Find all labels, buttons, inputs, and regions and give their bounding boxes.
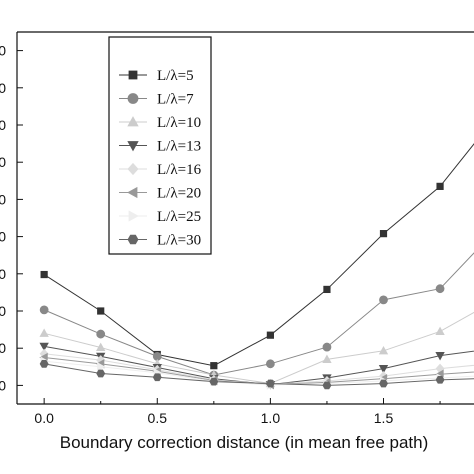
data-point [96,342,106,352]
legend-label: L/λ=13 [157,139,201,155]
data-point [97,307,105,315]
legend-marker [127,141,139,152]
data-point [40,270,48,279]
legend-marker [127,116,139,127]
y-axis-ticks: 0 0 0 0 0 0 0 0 0 0 [0,43,23,393]
y-tick-label: 0 [0,154,6,170]
legend-marker [127,162,139,176]
data-point [39,305,49,315]
data-point [378,345,389,355]
data-point [379,379,388,388]
data-point [322,342,332,352]
legend-label: L/λ=16 [157,162,202,178]
legend: L/λ=5 L/λ=7 L/λ=10 L/λ=13 L/λ=16 L/λ=20 L/λ=25… [108,36,212,255]
legend-marker [127,93,139,104]
data-point [265,379,275,388]
series-line-4 [44,345,474,386]
data-point [39,342,49,352]
data-point [435,326,445,336]
data-point [265,359,275,369]
legend-label: L/λ=30 [157,233,201,249]
y-tick-label: 0 [0,43,6,59]
data-point [97,362,106,372]
data-point [378,365,389,374]
x-tick-label: 0.5 [148,410,168,426]
data-point [96,369,106,378]
legend-marker [127,234,139,245]
x-tick-label: 0.0 [34,410,54,426]
x-axis-ticks: 0.0 0.5 1.0 1.5 [34,398,441,426]
y-tick-label: 0 [0,191,6,207]
data-point [39,328,49,337]
data-point [322,381,332,390]
y-tick-label: 0 [0,340,6,356]
data-point [39,359,49,368]
data-point [210,362,218,370]
y-tick-label: 0 [0,377,6,393]
y-tick-label: 0 [0,117,6,133]
legend-marker [128,210,139,222]
data-point [435,375,445,384]
data-point [379,230,388,238]
y-tick-label: 0 [0,229,6,245]
x-tick-label: 1.5 [374,410,394,426]
legend-marker [128,70,138,80]
data-point [322,354,332,363]
data-point [436,182,444,190]
y-tick-label: 0 [0,80,6,96]
legend-label: L/λ=5 [157,68,194,84]
axes [16,31,474,405]
y-tick-label: 0 [0,266,6,282]
data-point [435,284,445,294]
data-point [96,329,106,339]
x-axis-title: Boundary correction distance (in mean fr… [60,433,429,452]
series-points [39,182,445,390]
legend-label: L/λ=10 [157,115,201,131]
y-tick-label: 0 [0,303,6,319]
x-tick-label: 1.0 [261,410,281,426]
data-point [209,377,219,386]
data-point [266,331,274,339]
data-point [152,373,162,382]
data-point [323,285,331,294]
data-point [435,352,445,361]
data-point [379,295,388,305]
legend-label: L/λ=20 [157,186,201,202]
legend-marker [127,186,138,199]
legend-label: L/λ=25 [157,209,201,225]
legend-label: L/λ=7 [157,92,194,108]
